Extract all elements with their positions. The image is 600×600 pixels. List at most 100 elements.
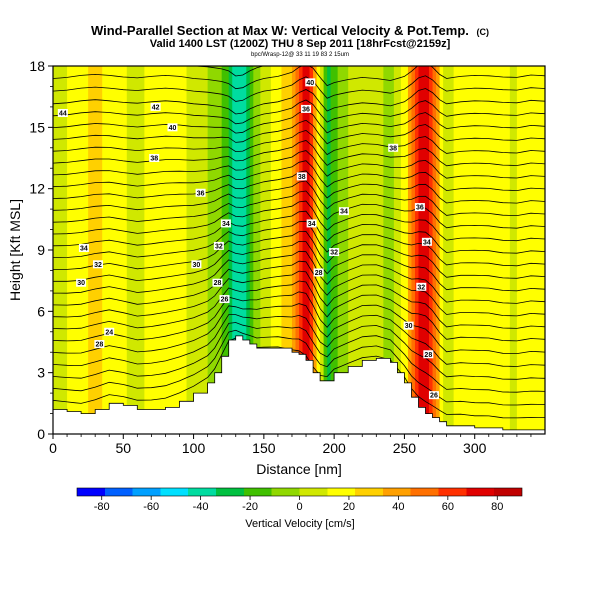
w-column <box>379 66 384 434</box>
colorbar-tick-label: 80 <box>491 501 503 513</box>
x-axis-ticks: 0 50 100 150 200 250 300 <box>49 434 532 456</box>
w-column <box>183 66 188 434</box>
isentrope-line <box>53 88 545 115</box>
y-tick-label: 18 <box>29 58 45 74</box>
w-column <box>235 66 240 434</box>
w-column <box>249 66 254 434</box>
isentrope-line <box>53 314 545 380</box>
w-column <box>478 66 483 434</box>
w-column <box>246 66 251 434</box>
contour-label-bg <box>338 207 349 216</box>
contour-label: 40 <box>169 125 177 132</box>
w-column <box>284 66 290 434</box>
contour-label-bg <box>78 243 89 252</box>
y-axis-label: Height [Kft MSL] <box>7 199 23 301</box>
isentrope-line <box>53 180 545 217</box>
contour-label: 36 <box>302 106 310 113</box>
chart-subtitle: Valid 1400 LST (1200Z) THU 8 Sep 2011 [1… <box>150 38 451 50</box>
contour-label: 36 <box>197 190 205 197</box>
contour-label-bg <box>296 172 307 181</box>
w-column <box>200 66 205 434</box>
w-column <box>133 66 138 434</box>
y-tick-label: 15 <box>29 119 45 135</box>
w-column <box>436 66 441 434</box>
w-column <box>450 66 455 434</box>
contour-label-bg <box>212 278 223 287</box>
w-column <box>232 66 237 434</box>
w-column <box>204 66 209 434</box>
w-column <box>355 66 360 434</box>
w-column <box>91 66 96 434</box>
y-tick-label: 3 <box>37 365 45 381</box>
contour-label: 34 <box>80 245 88 252</box>
contour-label: 36 <box>416 205 424 212</box>
w-column <box>109 66 114 434</box>
chart-title-suffix: (C) <box>477 27 490 37</box>
w-column <box>397 66 402 434</box>
isentrope-line <box>53 230 545 279</box>
contour-label: 28 <box>95 342 103 349</box>
w-column <box>140 66 145 434</box>
w-column <box>154 66 160 434</box>
contour-label: 28 <box>424 352 432 359</box>
w-column <box>102 66 107 434</box>
w-column <box>530 66 536 434</box>
y-tick-label: 0 <box>37 426 45 442</box>
contour-label-bg <box>301 104 312 113</box>
w-column <box>239 66 244 434</box>
contour-label: 26 <box>221 297 229 304</box>
w-column <box>168 66 174 434</box>
w-column <box>172 66 177 434</box>
w-column <box>211 66 216 434</box>
w-column <box>429 66 434 434</box>
w-column <box>277 66 283 434</box>
w-column <box>74 66 79 434</box>
y-tick-label: 6 <box>37 303 45 319</box>
w-column <box>161 66 167 434</box>
contour-label-bg <box>306 219 317 228</box>
contour-label-bg <box>313 268 324 277</box>
w-column <box>481 66 486 434</box>
contour-label-bg <box>403 321 414 330</box>
w-column <box>464 66 469 434</box>
w-column <box>67 66 72 434</box>
w-column <box>165 66 170 434</box>
y-tick-label: 9 <box>37 242 45 258</box>
w-column <box>270 66 275 434</box>
w-column <box>383 66 388 434</box>
x-tick-label: 0 <box>49 440 57 456</box>
chart-info-line: bpc/Wrasp-12@ 33 11 19 83 2 15um <box>251 52 349 58</box>
contour-label-bg <box>191 260 202 269</box>
isentrope-line <box>53 150 545 179</box>
w-column <box>123 66 128 434</box>
x-tick-label: 200 <box>322 440 346 456</box>
w-column <box>214 66 219 434</box>
contour-label: 38 <box>389 145 397 152</box>
w-column <box>228 66 233 434</box>
w-column <box>256 66 261 434</box>
w-column <box>137 66 142 434</box>
w-column <box>158 66 163 434</box>
w-column <box>432 66 437 434</box>
x-axis-label: Distance [nm] <box>256 461 342 477</box>
w-column <box>513 66 518 434</box>
w-column <box>418 66 423 434</box>
w-column <box>457 66 462 434</box>
w-column <box>63 66 68 434</box>
isentrope-line <box>53 190 545 229</box>
contour-label-bg <box>305 78 316 87</box>
colorbar-tick-label: -40 <box>193 501 209 513</box>
contour-label-bg <box>416 282 427 291</box>
w-column <box>225 66 230 434</box>
w-column <box>407 66 413 434</box>
w-column <box>523 66 529 434</box>
w-column <box>534 66 539 434</box>
colorbar-ticks: -80 -60 -40 -20 0 20 40 60 80 <box>94 496 503 513</box>
w-column <box>393 66 398 434</box>
w-column <box>263 66 268 434</box>
isentrope-line <box>53 140 545 167</box>
w-column <box>242 66 247 434</box>
contour-label: 38 <box>298 174 306 181</box>
contour-label-bg <box>57 109 68 118</box>
w-column <box>313 66 318 434</box>
